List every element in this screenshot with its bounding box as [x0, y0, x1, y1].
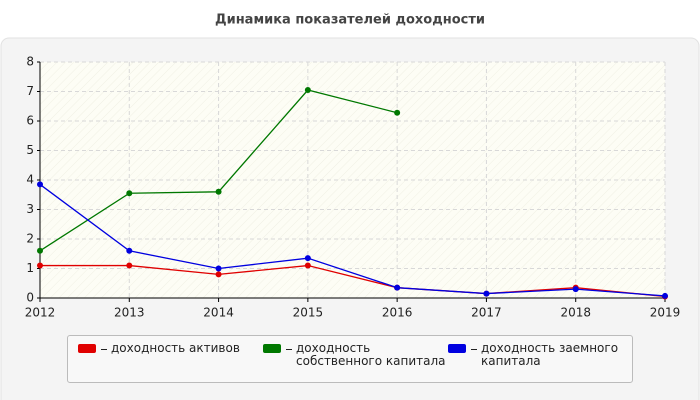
data-point — [37, 262, 43, 269]
data-point — [126, 190, 133, 197]
y-tick-label: 7 — [26, 84, 34, 98]
x-tick-label: 2018 — [560, 306, 591, 320]
legend: доходность активов доходность собственног… — [67, 335, 633, 383]
y-tick-label: 0 — [26, 291, 34, 305]
data-point — [215, 188, 222, 195]
data-point — [215, 271, 222, 278]
chart-title: Динамика показателей доходности — [215, 13, 485, 28]
legend-label: доходность заемного капитала — [481, 341, 619, 368]
data-point — [37, 247, 43, 254]
data-point — [662, 292, 668, 299]
y-tick-label: 8 — [26, 55, 34, 69]
y-tick-label: 5 — [26, 143, 34, 157]
y-tick-label: 3 — [26, 202, 34, 216]
x-tick-label: 2017 — [471, 306, 502, 320]
data-point — [304, 87, 311, 94]
data-point — [304, 255, 311, 262]
legend-swatch — [78, 344, 96, 353]
data-point — [304, 262, 311, 269]
y-tick-label: 1 — [26, 261, 34, 275]
x-tick-label: 2015 — [293, 306, 324, 320]
data-point — [215, 265, 222, 272]
data-point — [37, 181, 43, 188]
y-tick-label: 2 — [26, 232, 34, 246]
legend-dash — [101, 349, 107, 350]
x-tick-label: 2019 — [650, 306, 681, 320]
series-line — [40, 264, 666, 298]
series-line — [39, 183, 666, 297]
data-point — [126, 262, 133, 269]
y-tick-label: 4 — [26, 173, 34, 187]
data-point — [572, 286, 579, 293]
legend-label: доходность собственного капитала — [296, 341, 446, 368]
legend-entry: доходность заемного капитала — [448, 342, 631, 368]
data-point — [126, 247, 133, 254]
x-tick-label: 2012 — [25, 306, 56, 320]
data-point — [483, 290, 490, 297]
legend-dash — [286, 349, 292, 350]
data-point — [394, 284, 401, 291]
legend-swatch — [263, 344, 281, 353]
data-point — [394, 109, 401, 116]
legend-entry: доходность собственного капитала — [263, 342, 446, 368]
x-tick-label: 2014 — [203, 306, 234, 320]
legend-entry: доходность активов — [78, 342, 261, 355]
legend-swatch — [448, 344, 466, 353]
x-tick-label: 2013 — [114, 306, 145, 320]
legend-dash — [471, 349, 477, 350]
y-tick-label: 6 — [26, 114, 34, 128]
legend-label: доходность активов — [111, 341, 240, 355]
x-tick-label: 2016 — [382, 306, 413, 320]
